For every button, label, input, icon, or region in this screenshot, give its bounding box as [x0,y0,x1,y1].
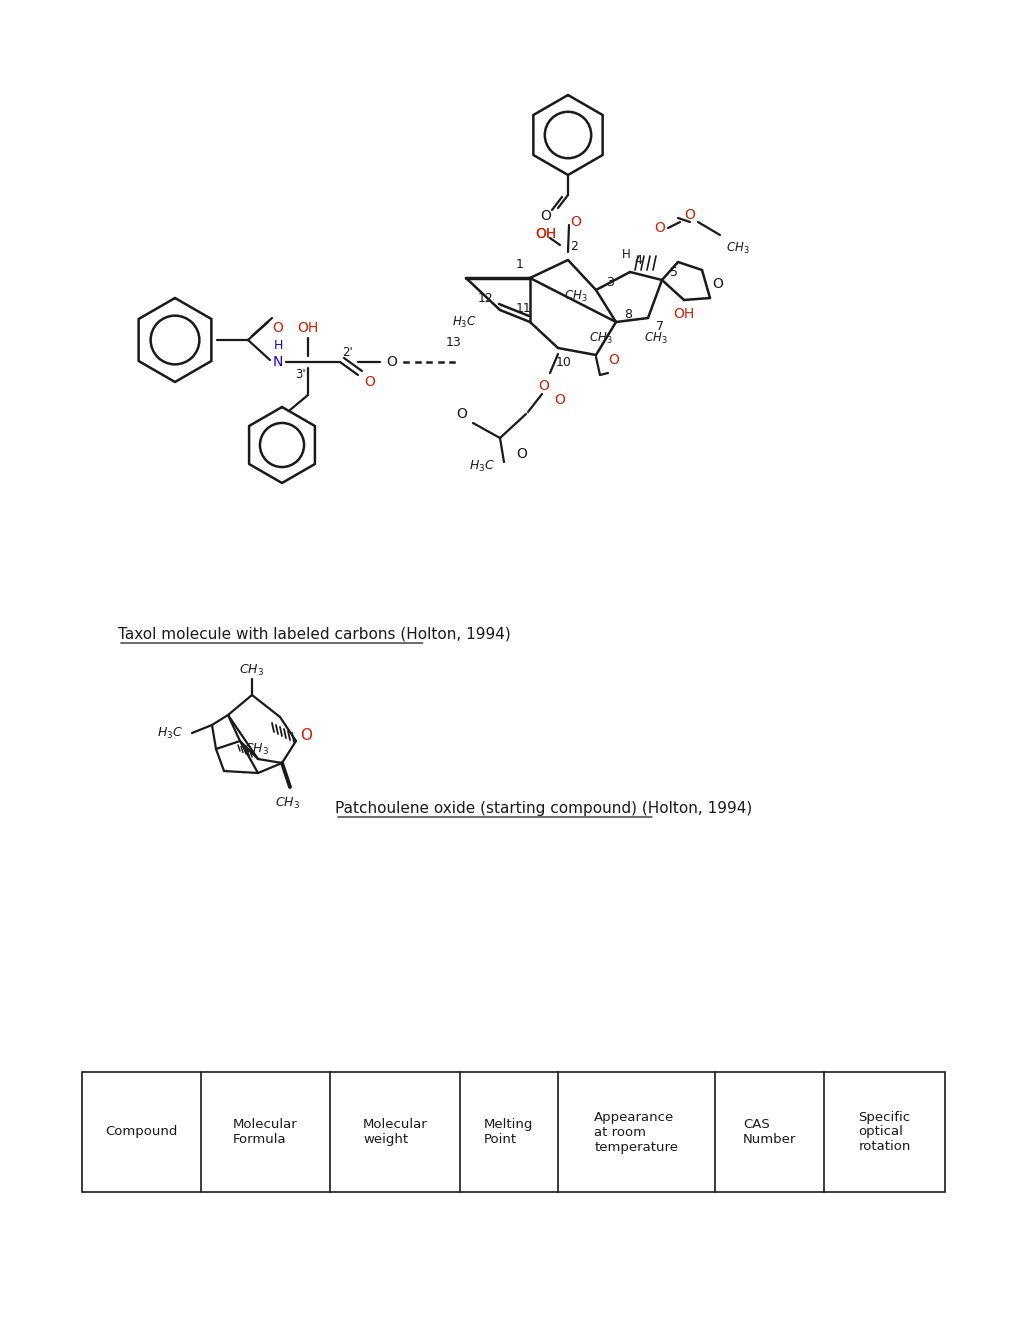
Text: $CH_3$: $CH_3$ [589,330,612,346]
Text: 1: 1 [516,257,524,271]
Text: $CH_3$: $CH_3$ [275,796,301,810]
Text: 11: 11 [516,301,531,314]
Text: 13: 13 [445,335,462,348]
Text: O: O [712,277,722,290]
Text: OH: OH [298,321,318,335]
Text: N: N [272,355,283,370]
Text: Taxol molecule with labeled carbons (Holton, 1994): Taxol molecule with labeled carbons (Hol… [118,627,511,642]
Bar [82,1072,944,1192]
Text: O: O [386,355,397,370]
Text: O: O [364,375,375,389]
Text: Molecular
weight: Molecular weight [363,1118,427,1146]
Text: 5: 5 [669,265,678,279]
Text: H: H [273,339,282,352]
Text: Compound: Compound [105,1126,177,1138]
Text: $CH_3$: $CH_3$ [726,240,749,256]
Text: $H_3C$: $H_3C$ [469,458,494,474]
Text: 10: 10 [555,355,572,368]
Text: 2': 2' [342,346,353,359]
Text: $H_3C$: $H_3C$ [451,314,476,330]
Text: $CH_3$: $CH_3$ [644,330,667,346]
Text: 2: 2 [570,239,578,252]
Text: O: O [654,220,664,235]
Text: $CH_3$: $CH_3$ [239,663,264,677]
Text: $H_3C$: $H_3C$ [157,726,182,741]
Text: 12: 12 [478,292,493,305]
Text: O: O [516,447,527,461]
Text: Appearance
at room
temperature: Appearance at room temperature [594,1110,678,1154]
Text: 3: 3 [605,276,613,289]
Text: 7: 7 [655,319,663,333]
Text: Molecular
Formula: Molecular Formula [233,1118,298,1146]
Text: 8: 8 [624,308,632,321]
Text: O: O [540,209,551,223]
Text: O: O [272,321,283,335]
Text: $CH_3$: $CH_3$ [244,742,269,756]
Text: Specific
optical
rotation: Specific optical rotation [858,1110,910,1154]
Text: 4: 4 [634,253,641,267]
Text: O: O [538,379,549,393]
Text: CAS
Number: CAS Number [743,1118,796,1146]
Text: OH: OH [535,227,556,242]
Text: O: O [554,393,565,407]
Text: Melting
Point: Melting Point [484,1118,533,1146]
Text: O: O [684,209,695,222]
Text: O: O [608,352,619,367]
Text: O: O [300,727,312,742]
Text: $CH_3$: $CH_3$ [564,289,587,304]
Text: Patchoulene oxide (starting compound) (Holton, 1994): Patchoulene oxide (starting compound) (H… [334,800,752,816]
Text: H: H [621,248,630,260]
Text: O: O [570,215,581,228]
Text: O: O [457,407,467,421]
Text: 3': 3' [294,368,305,381]
Text: OH: OH [535,227,556,242]
Text: OH: OH [673,308,694,321]
